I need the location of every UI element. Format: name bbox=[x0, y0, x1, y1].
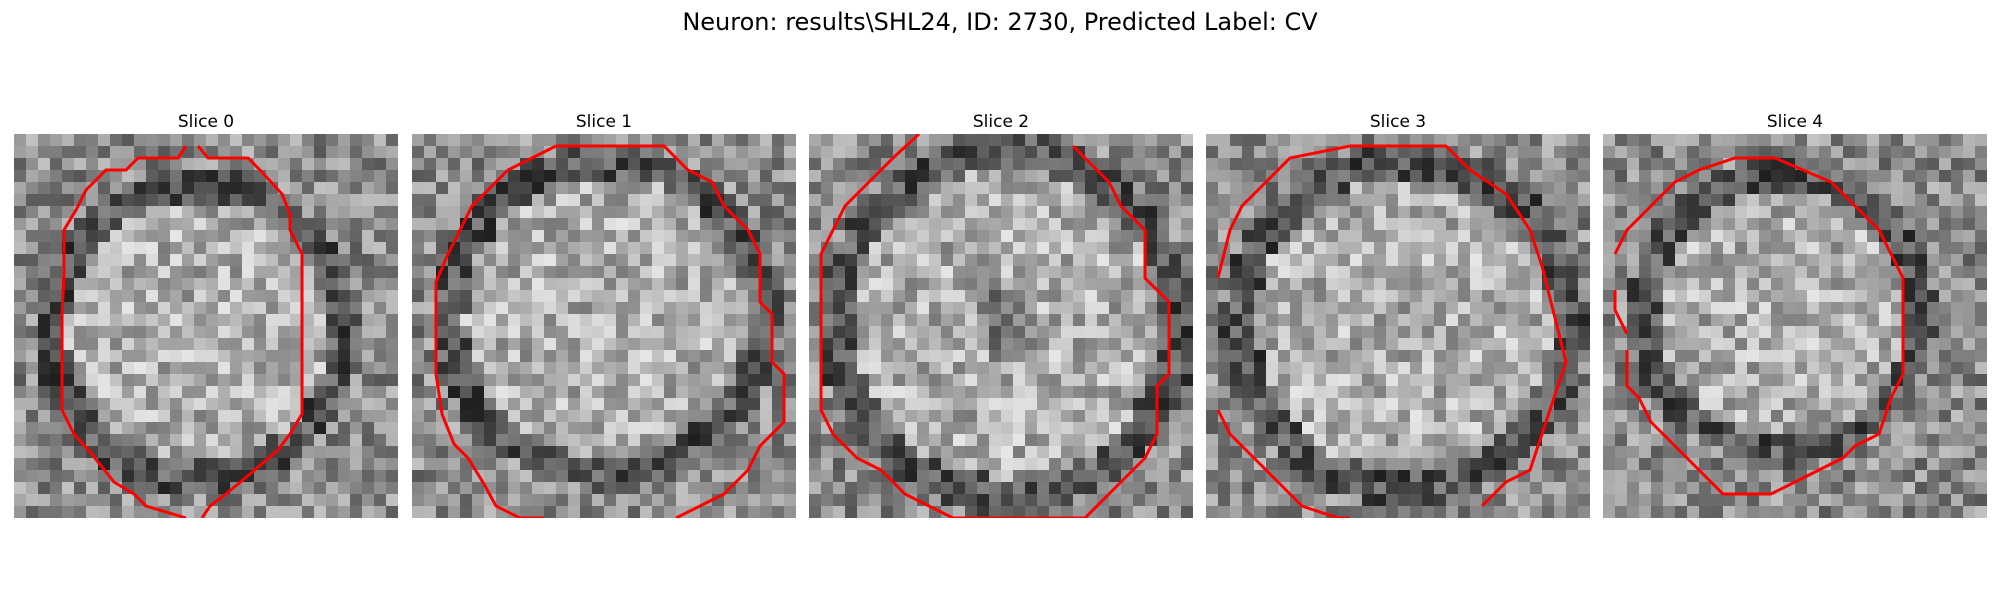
slice-panel-2: Slice 2 bbox=[809, 110, 1193, 518]
contour-line-0 bbox=[60, 145, 188, 518]
contour-line-0b bbox=[196, 145, 304, 518]
pixel-grid-0 bbox=[14, 134, 398, 518]
slice-panel-1: Slice 1 bbox=[412, 110, 796, 518]
slice-image-3 bbox=[1206, 134, 1590, 518]
slice-title-4: Slice 4 bbox=[1766, 112, 1824, 132]
slice-title-0: Slice 0 bbox=[177, 112, 235, 132]
contour-line-1b bbox=[556, 144, 786, 518]
slice-panel-0: Slice 0 bbox=[14, 110, 398, 518]
contour-line-2 bbox=[819, 134, 1171, 518]
slice-image-1 bbox=[412, 134, 796, 518]
contour-line-3 bbox=[1216, 144, 1568, 508]
contour-line-1 bbox=[434, 144, 557, 518]
slice-image-2 bbox=[809, 134, 1193, 518]
slice-title-1: Slice 1 bbox=[575, 112, 633, 132]
slice-panel-4: Slice 4 bbox=[1603, 110, 1987, 518]
pixel-grid-2 bbox=[809, 134, 1193, 518]
slice-title-2: Slice 2 bbox=[972, 112, 1030, 132]
pixel-grid-1 bbox=[412, 134, 796, 518]
contour-line-4 bbox=[1613, 156, 1905, 496]
slice-image-0 bbox=[14, 134, 398, 518]
contour-line-3b bbox=[1216, 409, 1350, 518]
slice-image-4 bbox=[1603, 134, 1987, 518]
pixel-grid-3 bbox=[1206, 134, 1590, 518]
contour-line-4b bbox=[1613, 290, 1629, 335]
slice-panel-3: Slice 3 bbox=[1206, 110, 1590, 518]
figure-title: Neuron: results\SHL24, ID: 2730, Predict… bbox=[682, 8, 1318, 36]
slice-title-3: Slice 3 bbox=[1369, 112, 1427, 132]
pixel-grid-4 bbox=[1603, 134, 1987, 518]
